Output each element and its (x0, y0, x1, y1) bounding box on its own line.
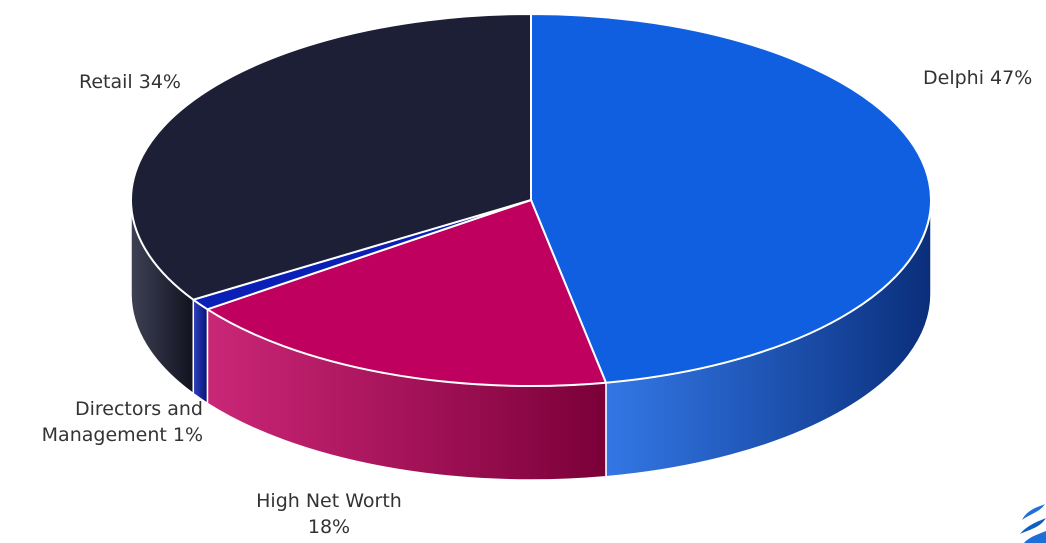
slice-side-directors-and-management (192, 298, 209, 405)
pie-top-faces (130, 13, 932, 387)
slice-high-net-worth (206, 199, 607, 387)
label-high-net-worth: High Net Worth 18% (256, 490, 402, 538)
label-retail: Retail 34% (79, 71, 181, 93)
label-delphi: Delphi 47% (923, 67, 1033, 89)
slice-delphi (530, 13, 932, 384)
slice-retail (130, 13, 532, 301)
brand-logo-icon (1020, 504, 1046, 543)
label-directors-management: Directors and Management 1% (41, 398, 203, 446)
